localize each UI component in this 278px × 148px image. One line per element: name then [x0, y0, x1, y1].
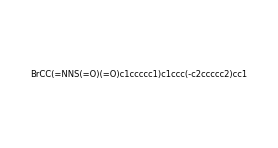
Text: BrCC(=NNS(=O)(=O)c1ccccc1)c1ccc(-c2ccccc2)cc1: BrCC(=NNS(=O)(=O)c1ccccc1)c1ccc(-c2ccccc… [30, 70, 248, 78]
